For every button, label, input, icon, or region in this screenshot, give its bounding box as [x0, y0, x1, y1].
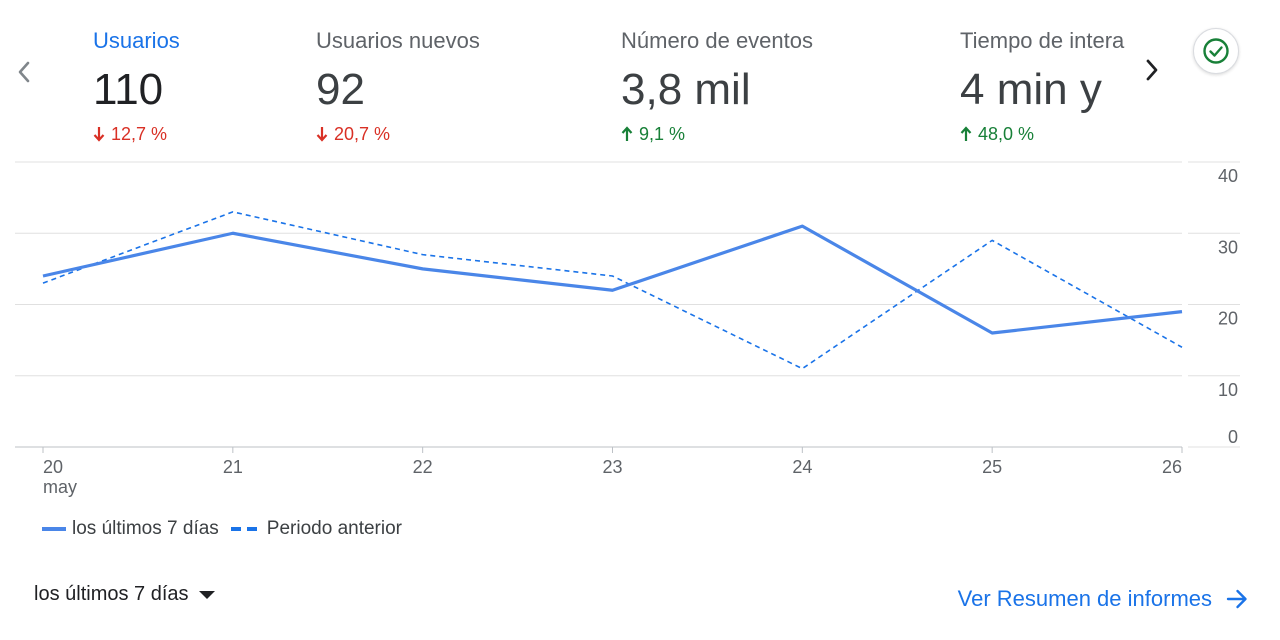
metric-change: 20,7 % — [316, 122, 480, 146]
x-tick-sublabel: may — [43, 477, 77, 497]
y-tick-label: 10 — [1218, 380, 1238, 400]
line-chart: 0 10 20 30 40 20 21 22 23 24 25 26 may — [15, 161, 1240, 497]
y-tick-label: 40 — [1218, 166, 1238, 186]
chart-grid — [15, 161, 1240, 448]
chevron-left-icon — [18, 61, 30, 83]
arrow-down-icon — [93, 127, 105, 142]
metric-change-value: 12,7 % — [111, 124, 168, 144]
x-tick-label: 26 — [1162, 457, 1182, 477]
date-range-dropdown[interactable]: los últimos 7 días — [34, 583, 217, 606]
metric-label: Usuarios nuevos — [316, 28, 480, 53]
arrow-forward-icon — [1226, 589, 1247, 609]
next-metrics-button[interactable] — [1136, 54, 1168, 86]
x-tick-label: 20 — [43, 457, 63, 477]
x-tick-label: 21 — [223, 457, 243, 477]
arrow-drop-down-icon — [198, 590, 215, 599]
metric-card-tiempo-de-interaccion[interactable]: Tiempo de interacción medio 4 min y 48,0… — [960, 24, 1125, 146]
y-axis-ticks: 0 10 20 30 40 — [1218, 166, 1238, 447]
series-line-previous — [42, 211, 1183, 370]
metric-label: Usuarios — [93, 28, 180, 53]
x-tick-label: 22 — [413, 457, 433, 477]
metric-value: 4 min y — [960, 65, 1102, 114]
legend-label: Periodo anterior — [266, 518, 402, 539]
metric-value: 3,8 mil — [621, 65, 751, 114]
arrow-down-icon — [316, 127, 328, 142]
chevron-right-icon — [1146, 59, 1158, 81]
view-reports-link[interactable]: Ver Resumen de informes — [958, 586, 1248, 612]
chart-legend: los últimos 7 días Periodo anterior — [42, 518, 414, 540]
metric-change-value: 20,7 % — [334, 124, 391, 144]
arrow-up-icon — [621, 126, 633, 141]
metric-value: 92 — [316, 65, 365, 114]
metric-change: 48,0 % — [960, 122, 1125, 146]
metric-card-usuarios-nuevos[interactable]: Usuarios nuevos 92 20,7 % — [316, 24, 480, 146]
x-tick-label: 24 — [792, 457, 812, 477]
metric-card-usuarios[interactable]: Usuarios 110 12,7 % — [93, 24, 180, 146]
legend-solid-swatch — [42, 527, 66, 531]
legend-dashed-swatch — [230, 527, 261, 531]
check-circle-icon — [1203, 38, 1229, 64]
metric-card-numero-de-eventos[interactable]: Número de eventos 3,8 mil 9,1 % — [621, 24, 813, 146]
metric-value: 110 — [93, 65, 164, 114]
status-check-button[interactable] — [1193, 28, 1239, 74]
x-tick-label: 23 — [602, 457, 622, 477]
metric-cards: Usuarios 110 12,7 % Usuarios nuevos 92 2… — [0, 0, 1125, 160]
series-line-current — [42, 224, 1183, 335]
metric-change-value: 48,0 % — [978, 124, 1035, 144]
metric-change: 12,7 % — [93, 122, 180, 146]
legend-item-current: los últimos 7 días — [42, 518, 219, 540]
legend-label: los últimos 7 días — [72, 518, 219, 539]
previous-metrics-button[interactable] — [8, 56, 40, 88]
date-range-label: los últimos 7 días — [34, 583, 189, 605]
metric-change-value: 9,1 % — [639, 124, 686, 144]
arrow-up-icon — [960, 126, 972, 141]
metric-change: 9,1 % — [621, 122, 813, 146]
metric-label: Número de eventos — [621, 28, 813, 53]
x-axis-ticks: 20 21 22 23 24 25 26 may — [42, 447, 1183, 497]
legend-item-previous: Periodo anterior — [230, 518, 402, 540]
view-reports-label: Ver Resumen de informes — [957, 586, 1212, 611]
y-tick-label: 20 — [1218, 309, 1238, 329]
x-tick-label: 25 — [982, 457, 1002, 477]
chart-series — [42, 211, 1183, 370]
metric-label: Tiempo de interacción medio — [960, 28, 1125, 53]
y-tick-label: 30 — [1218, 237, 1238, 257]
y-tick-label: 0 — [1228, 427, 1238, 447]
